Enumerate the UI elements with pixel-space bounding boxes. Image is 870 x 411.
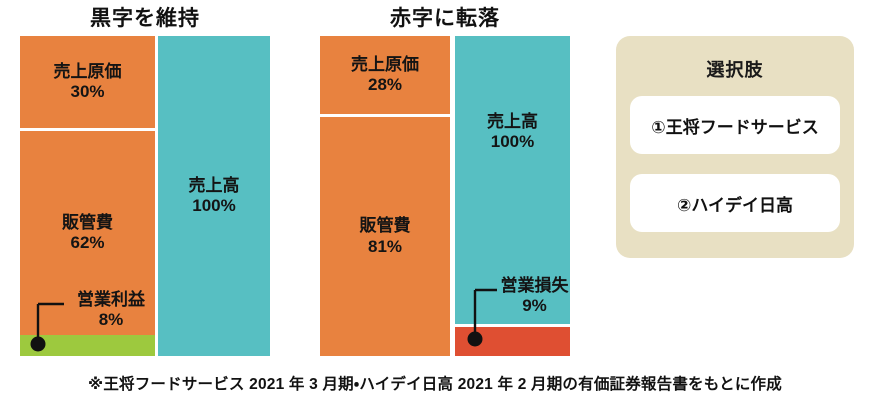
segment-value: 100% [192,196,236,215]
cost-column-profit: 売上原価 30% 販管費 62% [20,36,155,356]
chart-plot-profit: 売上原価 30% 販管費 62% 売上高 100% [20,36,270,356]
segment-value: 100% [490,132,535,151]
segment-net-sales: 売上高 100% [158,36,270,356]
segment-net-sales: 売上高 100% [455,36,570,324]
segment-cost-of-sales: 売上原価 30% [20,36,155,128]
options-card: 選択肢 ①王将フードサービス ②ハイデイ日高 [616,36,854,258]
chart-title-profit: 黒字を維持 [90,7,200,30]
sales-column-loss: 売上高 100% [455,36,570,356]
segment-label: 売上原価 [351,54,419,74]
segment-value: 62% [70,233,105,252]
source-footnote: ※王将フードサービス 2021 年 3 月期・ハイデイ日高 2021 年 2 月… [88,376,782,393]
chart-title-loss: 赤字に転落 [390,7,500,30]
options-card-title: 選択肢 [706,60,764,80]
segment-label: 販管費 [359,216,411,236]
segment-sga-expenses: 販管費 62% [20,131,155,335]
option-item-2-label: ②ハイデイ日高 [676,195,794,215]
segment-value: 81% [367,236,403,256]
segment-value: 30% [70,82,105,101]
segment-label: 売上原価 [53,61,122,81]
option-item-1-label: ①王将フードサービス [651,117,819,137]
chart-plot-loss: 売上原価 28% 販管費 81% 売上高 100% [320,36,570,356]
segment-operating-profit [20,335,155,356]
sales-column-profit: 売上高 100% [158,36,270,356]
segment-value: 28% [367,75,403,94]
option-item-1[interactable]: ①王将フードサービス [630,96,840,154]
segment-label: 販管費 [62,212,113,232]
segment-sga-expenses: 販管費 81% [320,117,450,356]
segment-label: 売上高 [487,111,538,131]
option-item-2[interactable]: ②ハイデイ日高 [630,174,840,232]
cost-column-loss: 売上原価 28% 販管費 81% [320,36,450,356]
segment-operating-loss [455,327,570,356]
segment-cost-of-sales: 売上原価 28% [320,36,450,114]
segment-label: 売上高 [188,175,240,195]
